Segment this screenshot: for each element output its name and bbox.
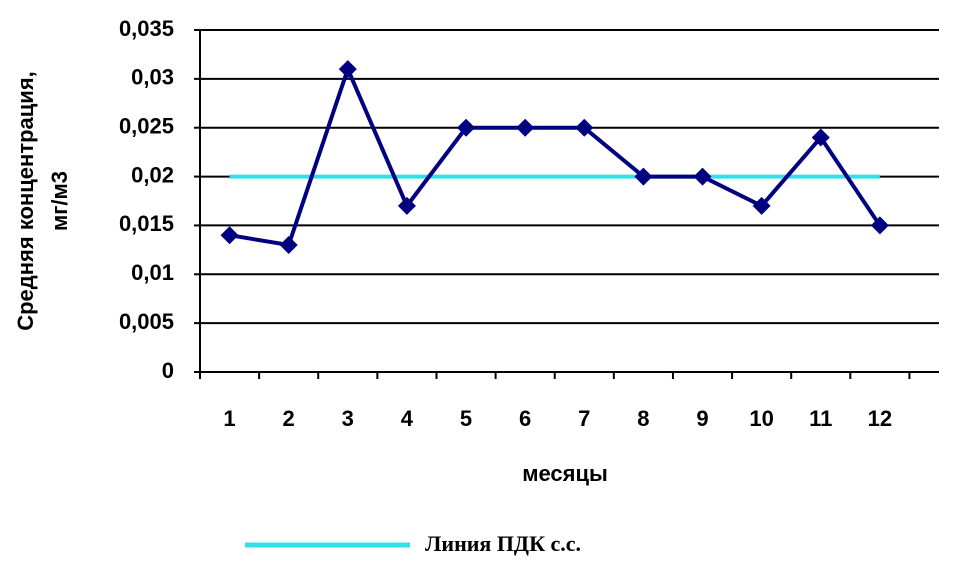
x-tick-label: 10 — [749, 406, 773, 431]
data-point — [693, 167, 712, 186]
x-axis-title: месяцы — [522, 461, 608, 486]
y-tick-label: 0,01 — [131, 260, 174, 285]
data-point — [752, 196, 771, 215]
x-tick-label: 9 — [696, 406, 708, 431]
data-point — [279, 235, 298, 254]
y-axis-title-line: Средняя концентрация, — [13, 71, 38, 331]
x-tick-label: 11 — [809, 406, 832, 431]
data-point — [397, 196, 416, 215]
x-tick-label: 8 — [637, 406, 649, 431]
data-point — [338, 60, 357, 79]
x-tick-label: 3 — [342, 406, 354, 431]
y-tick-label: 0 — [162, 358, 174, 383]
y-axis-title-line: мг/м3 — [47, 171, 72, 231]
series-line — [229, 63, 882, 248]
y-tick-label: 0,025 — [119, 114, 174, 139]
data-point — [634, 167, 653, 186]
y-tick-label: 0,02 — [131, 162, 174, 187]
data-point — [516, 118, 535, 137]
data-point — [811, 128, 830, 147]
data-point — [457, 118, 476, 137]
x-tick-label: 1 — [223, 406, 235, 431]
x-tick-label: 6 — [519, 406, 531, 431]
x-tick-label: 12 — [868, 406, 892, 431]
y-tick-label: 0,015 — [119, 211, 174, 236]
y-axis-title: Средняя концентрация, мг/м3 — [13, 71, 72, 331]
x-tick-label: 2 — [283, 406, 295, 431]
data-point — [220, 226, 239, 245]
x-tick-label: 4 — [401, 406, 414, 431]
y-tick-label: 0,035 — [119, 16, 174, 41]
data-point — [575, 118, 594, 137]
y-tick-label: 0,005 — [119, 309, 174, 334]
legend-text: Линия ПДК с.с. — [425, 531, 581, 556]
x-tick-label: 5 — [460, 406, 472, 431]
x-tick-label: 7 — [578, 406, 590, 431]
y-tick-label: 0,03 — [131, 65, 174, 90]
data-point — [870, 216, 889, 235]
